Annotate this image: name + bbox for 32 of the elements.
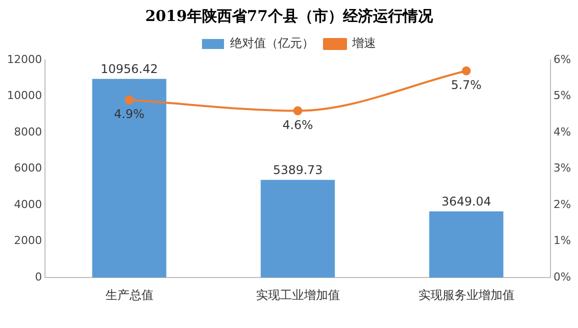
- data-label: 3649.04: [441, 194, 492, 209]
- point: [462, 66, 471, 76]
- data-label: 10956.42: [100, 62, 158, 76]
- y2-tick-label: 4%: [554, 125, 571, 138]
- chart-title: 2019年陕西省77个县（市）经济运行情况: [144, 6, 434, 27]
- data-label: 5.7%: [451, 78, 482, 92]
- bar: [92, 78, 166, 278]
- y2-tick-label: 2%: [554, 198, 571, 211]
- y-tick-label: 4000: [14, 198, 42, 211]
- y-tick-label: 6000: [14, 162, 42, 175]
- y2-tick-label: 6%: [554, 52, 571, 66]
- y2-tick-label: 3%: [554, 162, 571, 175]
- legend-label: 绝对值（亿元）: [230, 36, 314, 50]
- point: [124, 95, 134, 104]
- y2-tick-label: 1%: [554, 234, 571, 248]
- x-tick-label: 实现服务业增加值: [418, 288, 514, 302]
- data-label: 4.6%: [282, 118, 314, 132]
- data-label: 4.9%: [114, 107, 144, 122]
- bar: [260, 180, 335, 278]
- y-tick-label: 8000: [14, 125, 42, 138]
- y2-tick-label: 5%: [554, 89, 571, 102]
- bar: [429, 211, 504, 278]
- y-tick-label: 0: [34, 270, 42, 284]
- y-tick-label: 10000: [6, 89, 42, 102]
- data-label: 5389.73: [272, 162, 323, 177]
- y-tick-label: 2000: [14, 234, 42, 248]
- legend-label: 增速: [351, 36, 376, 50]
- point: [293, 106, 302, 116]
- x-tick-label: 实现工业增加值: [256, 288, 340, 302]
- x-tick-label: 生产总值: [105, 288, 154, 302]
- y2-tick-label: 0%: [554, 270, 571, 284]
- y-tick-label: 12000: [6, 52, 42, 66]
